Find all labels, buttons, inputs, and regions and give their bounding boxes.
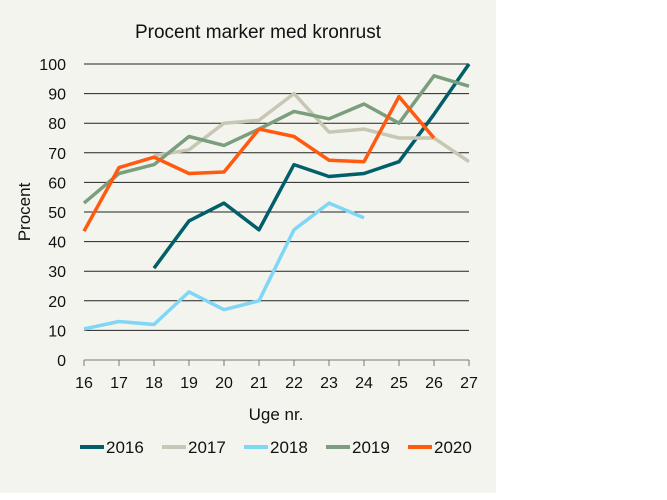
- x-tick-label: 26: [425, 375, 443, 392]
- legend-item-2016: 2016: [80, 438, 144, 457]
- y-tick-label: 0: [57, 353, 66, 370]
- series-line-2020: [82, 94, 436, 233]
- y-tick-label: 70: [48, 146, 66, 163]
- x-tick-label: 18: [145, 375, 163, 392]
- series-line-2017: [153, 91, 470, 164]
- legend-label: 2019: [352, 438, 390, 457]
- x-tick-label: 22: [285, 375, 303, 392]
- x-tick-label: 21: [250, 375, 268, 392]
- x-tick-label: 25: [390, 375, 408, 392]
- series-line-2019: [82, 74, 470, 205]
- legend-label: 2017: [188, 438, 226, 457]
- series-line-2018: [83, 201, 365, 331]
- legend-label: 2020: [434, 438, 472, 457]
- chart-title: Procent marker med kronrust: [135, 22, 382, 43]
- y-axis-label: Procent: [15, 182, 34, 241]
- y-tick-label: 80: [48, 116, 66, 133]
- y-tick-label: 100: [39, 57, 66, 74]
- x-tick-label: 16: [75, 375, 93, 392]
- legend-item-2017: 2017: [162, 438, 226, 457]
- x-tick-label: 20: [215, 375, 233, 392]
- x-tick-label: 17: [110, 375, 128, 392]
- y-tick-label: 90: [48, 87, 66, 104]
- x-axis-label: Uge nr.: [249, 405, 304, 424]
- legend-item-2018: 2018: [244, 438, 308, 457]
- x-tick-label: 27: [460, 375, 478, 392]
- x-tick-label: 23: [320, 375, 338, 392]
- y-tick-label: 40: [48, 235, 66, 252]
- legend-item-2020: 2020: [408, 438, 472, 457]
- chart-panel: [0, 0, 496, 493]
- y-tick-label: 10: [48, 323, 66, 340]
- y-tick-label: 50: [48, 205, 66, 222]
- x-tick-label: 24: [355, 375, 373, 392]
- y-tick-label: 60: [48, 175, 66, 192]
- legend-label: 2018: [270, 438, 308, 457]
- legend-item-2019: 2019: [326, 438, 390, 457]
- legend-label: 2016: [106, 438, 144, 457]
- x-tick-label: 19: [180, 375, 198, 392]
- y-tick-label: 20: [48, 294, 66, 311]
- y-tick-label: 30: [48, 264, 66, 281]
